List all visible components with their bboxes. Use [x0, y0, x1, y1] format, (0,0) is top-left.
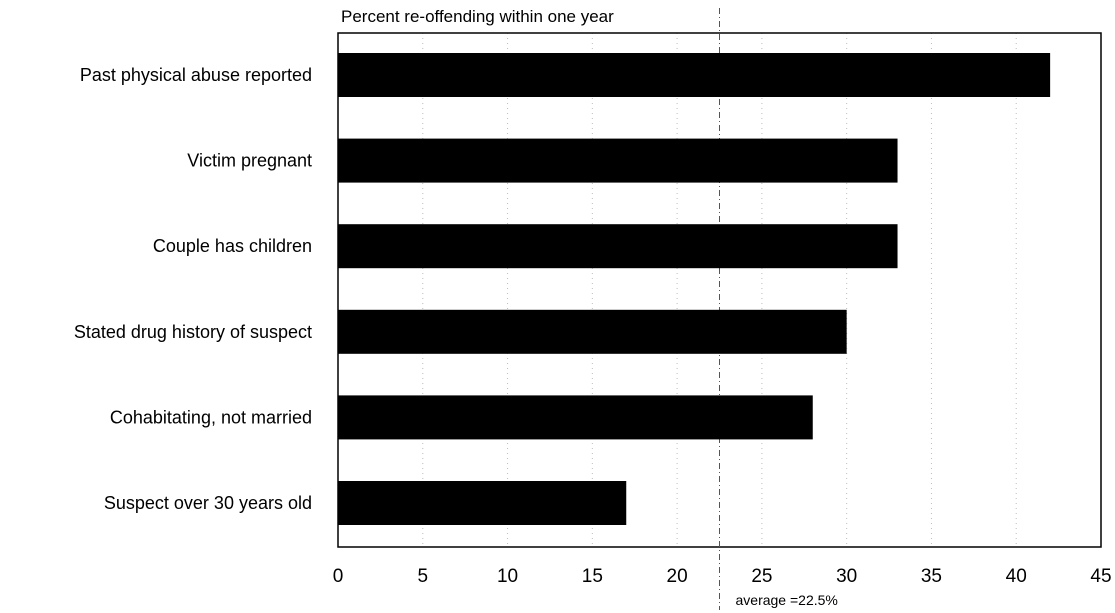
- x-tick-label-8: 40: [1006, 566, 1027, 587]
- average-label: average =22.5%: [736, 592, 838, 608]
- x-tick-label-9: 45: [1090, 566, 1111, 587]
- bars: [338, 53, 1051, 525]
- x-tick-label-3: 15: [582, 566, 603, 587]
- category-label-5: Suspect over 30 years old: [104, 493, 312, 513]
- bar-5: [338, 481, 627, 525]
- grid-lines: [422, 33, 1017, 547]
- category-label-1: Victim pregnant: [187, 151, 312, 171]
- category-labels: Past physical abuse reported Victim pregn…: [74, 65, 312, 513]
- x-tick-label-1: 5: [417, 566, 428, 587]
- bar-4: [338, 395, 813, 440]
- chart-title: Percent re-offending within one year: [341, 7, 614, 26]
- x-tick-label-2: 10: [497, 566, 518, 587]
- x-tick-label-0: 0: [333, 566, 344, 587]
- category-label-4: Cohabitating, not married: [110, 407, 312, 427]
- x-tick-label-6: 30: [836, 566, 857, 587]
- x-tick-label-7: 35: [921, 566, 942, 587]
- x-axis-tick-labels: 0 5 10 15 20 25 30 35 40 45: [333, 566, 1112, 587]
- x-tick-label-5: 25: [751, 566, 772, 587]
- bar-0: [338, 53, 1051, 97]
- category-label-2: Couple has children: [153, 236, 312, 256]
- bar-1: [338, 138, 898, 183]
- x-tick-label-4: 20: [667, 566, 688, 587]
- bar-3: [338, 309, 847, 354]
- category-label-3: Stated drug history of suspect: [74, 322, 312, 342]
- bar-2: [338, 224, 898, 269]
- category-label-0: Past physical abuse reported: [80, 65, 312, 85]
